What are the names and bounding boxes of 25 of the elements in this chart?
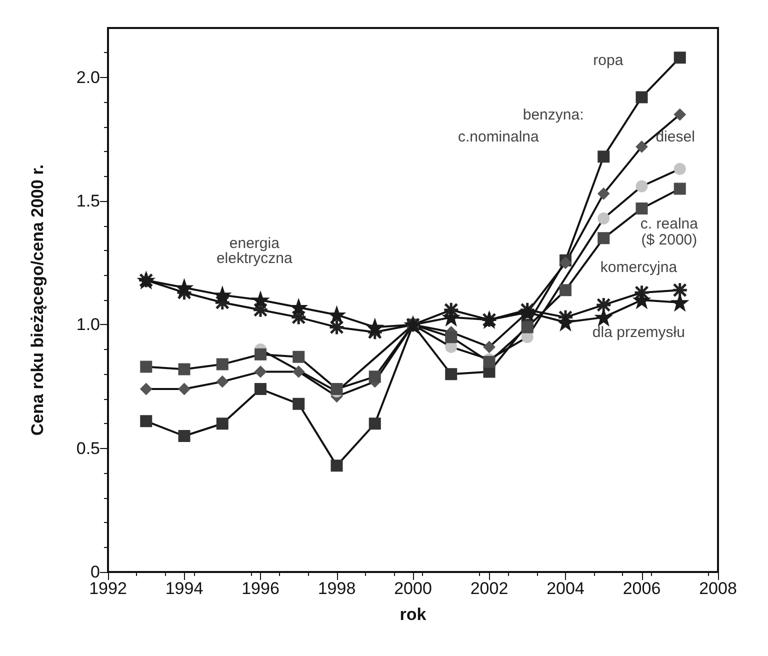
annotation: komercyjna — [600, 258, 678, 276]
x-tick-label: 1994 — [165, 579, 204, 598]
y-axis-title: Cena roku bieżącego/cena 2000 r. — [28, 164, 47, 436]
annotation: ($ 2000) — [641, 232, 698, 249]
y-tick-label: 1.0 — [76, 315, 100, 334]
annotation: energia elektryczna — [216, 235, 293, 268]
y-tick-label: 2.0 — [76, 68, 100, 87]
x-tick-label: 1996 — [242, 579, 280, 598]
x-tick-label: 1992 — [89, 579, 127, 598]
y-tick-label: 0.5 — [76, 438, 100, 458]
x-tick-label: 2002 — [470, 579, 508, 598]
annotation: dla przemysłu — [592, 324, 685, 342]
x-tick-label: 2006 — [622, 579, 661, 598]
annotation: c. realna — [640, 215, 699, 232]
x-tick-label: 2008 — [699, 579, 737, 598]
x-tick-label: 2004 — [546, 579, 584, 598]
x-axis-title: rok — [400, 605, 427, 624]
annotation: diesel — [656, 128, 695, 146]
x-tick-label: 2000 — [394, 579, 432, 598]
y-tick-label: 0 — [90, 562, 100, 582]
y-tick-label: 1.5 — [76, 192, 100, 211]
x-tick-label: 1998 — [318, 579, 356, 598]
annotation: c.nominalna — [458, 128, 540, 146]
annotation: ropa — [593, 52, 624, 70]
annotation: benzyna: — [522, 106, 584, 124]
